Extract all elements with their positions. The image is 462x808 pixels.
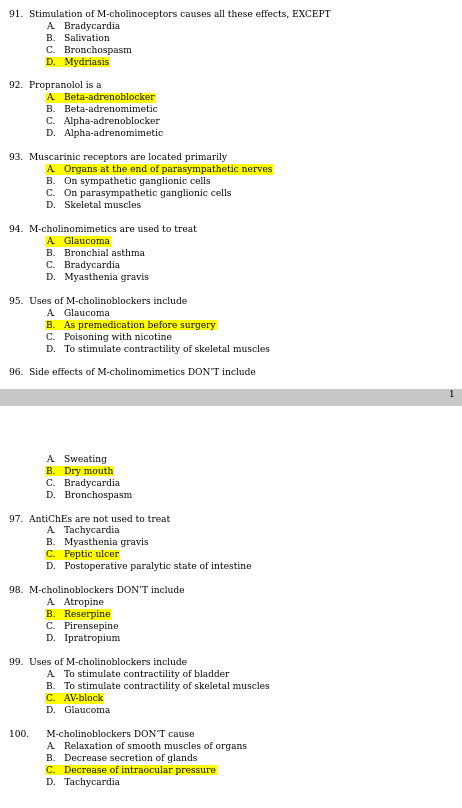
- Text: 98.  M-cholinoblockers DON’T include: 98. M-cholinoblockers DON’T include: [9, 587, 185, 595]
- Text: B.   Bronchial asthma: B. Bronchial asthma: [46, 249, 145, 258]
- Text: D.   Alpha-adrenomimetic: D. Alpha-adrenomimetic: [46, 129, 164, 138]
- Text: A.   Sweating: A. Sweating: [46, 455, 107, 464]
- Text: C.   Bradycardia: C. Bradycardia: [46, 478, 120, 488]
- Text: D.   Tachycardia: D. Tachycardia: [46, 777, 120, 787]
- Text: C.   Bronchospasm: C. Bronchospasm: [46, 45, 132, 55]
- Text: D.   Glaucoma: D. Glaucoma: [46, 706, 110, 715]
- Text: A.   To stimulate contractility of bladder: A. To stimulate contractility of bladder: [46, 670, 230, 679]
- Text: D.   Bronchospasm: D. Bronchospasm: [46, 490, 133, 499]
- Text: 100.      M-cholinoblockers DON’T cause: 100. M-cholinoblockers DON’T cause: [9, 730, 195, 739]
- Text: C.   Pirensepine: C. Pirensepine: [46, 622, 119, 631]
- Text: 1: 1: [450, 390, 455, 399]
- Text: B.   Decrease secretion of glands: B. Decrease secretion of glands: [46, 754, 198, 763]
- Text: B.   Dry mouth: B. Dry mouth: [46, 467, 114, 476]
- Text: 92.  Propranolol is a: 92. Propranolol is a: [9, 82, 102, 90]
- Text: 91.  Stimulation of M-cholinoceptors causes all these effects, EXCEPT: 91. Stimulation of M-cholinoceptors caus…: [9, 10, 331, 19]
- Text: C.   Poisoning with nicotine: C. Poisoning with nicotine: [46, 333, 172, 342]
- Text: B.   To stimulate contractility of skeletal muscles: B. To stimulate contractility of skeleta…: [46, 682, 270, 691]
- Text: A.   Beta-adrenoblocker: A. Beta-adrenoblocker: [46, 94, 155, 103]
- Text: B.   Beta-adrenomimetic: B. Beta-adrenomimetic: [46, 105, 158, 115]
- Text: C.   Peptic ulcer: C. Peptic ulcer: [46, 550, 119, 559]
- Text: D.   To stimulate contractility of skeletal muscles: D. To stimulate contractility of skeleta…: [46, 344, 270, 354]
- Text: B.   Salivation: B. Salivation: [46, 34, 110, 43]
- Text: B.   Reserpine: B. Reserpine: [46, 610, 111, 619]
- Text: 99.  Uses of M-cholinoblockers include: 99. Uses of M-cholinoblockers include: [9, 658, 187, 667]
- Text: B.   As premedication before surgery: B. As premedication before surgery: [46, 321, 216, 330]
- Text: A.   Bradycardia: A. Bradycardia: [46, 22, 120, 31]
- Bar: [0, 389, 462, 406]
- Text: D.   Ipratropium: D. Ipratropium: [46, 634, 121, 643]
- Text: A.   Glaucoma: A. Glaucoma: [46, 237, 110, 246]
- Text: D.   Postoperative paralytic state of intestine: D. Postoperative paralytic state of inte…: [46, 562, 252, 571]
- Text: C.   AV-block: C. AV-block: [46, 694, 103, 703]
- Text: A.   Organs at the end of parasympathetic nerves: A. Organs at the end of parasympathetic …: [46, 165, 273, 175]
- Text: C.   Alpha-adrenoblocker: C. Alpha-adrenoblocker: [46, 117, 160, 126]
- Text: A.   Atropine: A. Atropine: [46, 598, 104, 608]
- Text: D.   Mydriasis: D. Mydriasis: [46, 57, 109, 66]
- Text: 96.  Side effects of M-cholinomimetics DON’T include: 96. Side effects of M-cholinomimetics DO…: [9, 368, 256, 377]
- Text: C.   On parasympathetic ganglionic cells: C. On parasympathetic ganglionic cells: [46, 189, 231, 198]
- Text: A.   Relaxation of smooth muscles of organs: A. Relaxation of smooth muscles of organ…: [46, 742, 247, 751]
- Text: A.   Glaucoma: A. Glaucoma: [46, 309, 110, 318]
- Text: 95.  Uses of M-cholinoblockers include: 95. Uses of M-cholinoblockers include: [9, 297, 188, 305]
- Text: 94.  M-cholinomimetics are used to treat: 94. M-cholinomimetics are used to treat: [9, 225, 197, 234]
- Text: A.   Tachycardia: A. Tachycardia: [46, 527, 120, 536]
- Text: B.   On sympathetic ganglionic cells: B. On sympathetic ganglionic cells: [46, 177, 211, 186]
- Text: C.   Bradycardia: C. Bradycardia: [46, 261, 120, 270]
- Text: 97.  AntiChEs are not used to treat: 97. AntiChEs are not used to treat: [9, 515, 170, 524]
- Text: B.   Myasthenia gravis: B. Myasthenia gravis: [46, 538, 149, 548]
- Text: D.   Skeletal muscles: D. Skeletal muscles: [46, 201, 141, 210]
- Text: C.   Decrease of intraocular pressure: C. Decrease of intraocular pressure: [46, 766, 216, 775]
- Text: 93.  Muscarinic receptors are located primarily: 93. Muscarinic receptors are located pri…: [9, 154, 227, 162]
- Text: D.   Myasthenia gravis: D. Myasthenia gravis: [46, 273, 149, 282]
